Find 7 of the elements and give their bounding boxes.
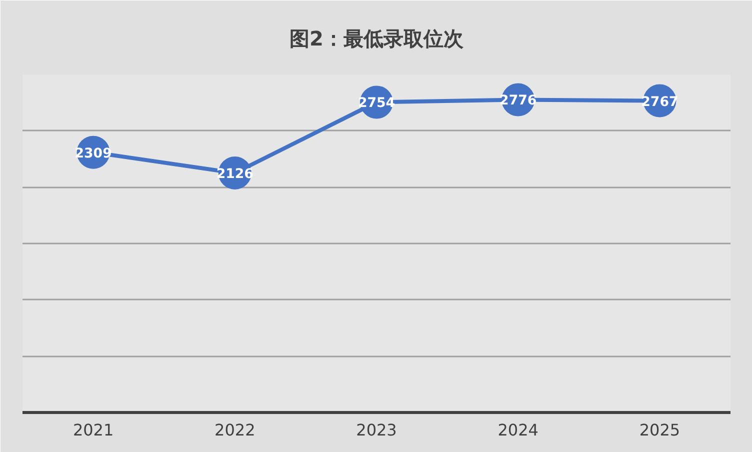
x-tick-label: 2025 (639, 420, 680, 440)
x-tick-label: 2023 (356, 420, 397, 440)
chart-title: 图2：最低录取位次 (290, 26, 464, 50)
x-tick-label: 2024 (498, 420, 538, 440)
x-tick-label: 2022 (214, 420, 256, 440)
data-label: 2776 (500, 94, 537, 109)
x-tick-label: 2021 (72, 420, 114, 440)
